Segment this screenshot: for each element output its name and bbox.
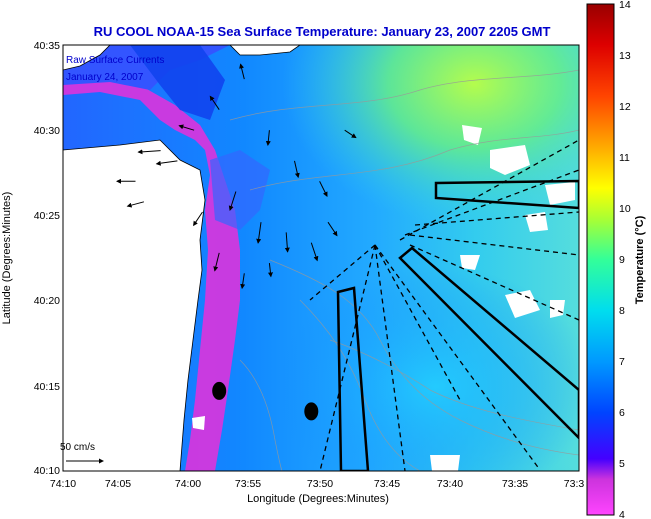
colorbar-tick-label: 8 [619,305,625,317]
colorbar-tick-label: 6 [619,407,625,419]
colorbar-tick-label: 4 [619,509,625,519]
current-arrow-11 [284,232,290,253]
station-marker-0 [212,381,227,400]
land-staten-island [63,45,111,71]
x-tick-label: 74:10 [50,478,76,490]
bathymetry-contours [229,69,579,471]
current-arrow-15 [240,273,246,290]
y-tick-label: 40:20 [34,295,60,307]
colorbar-tick-label: 13 [619,50,631,62]
current-arrow-12 [310,242,319,262]
current-vector-field [116,63,357,290]
colorbar-tick-label: 5 [619,458,625,470]
mid-shelf-region [260,230,579,471]
current-arrow-17 [193,211,203,227]
radial-lines [309,139,579,471]
current-arrow-1 [155,160,178,166]
land-new-jersey [63,139,206,471]
colorbar-tick-label: 9 [619,254,625,266]
box-cross-shelf [398,246,579,440]
y-tick-label: 40:30 [34,125,60,137]
current-arrow-16 [267,263,273,278]
overlay-label: Raw Surface Currents [66,55,164,66]
x-tick-label: 74:00 [175,478,201,490]
y-tick-label: 40:25 [34,210,60,222]
station-marker-1 [304,402,319,421]
box-near-shore-shelf [336,286,370,471]
current-arrow-19 [126,201,145,208]
station-markers [212,381,319,421]
y-tick-label: 40:35 [34,40,60,52]
plot-frame [62,44,580,472]
current-arrow-4 [239,63,245,80]
current-arrow-14 [213,252,220,272]
nearshore-cold-blue [210,150,270,230]
x-tick-label: 73:40 [437,478,463,490]
cloud-masks [192,125,575,471]
current-arrow-0 [137,149,161,155]
cold-harbor-plume [130,45,225,120]
x-axis: 74:10 74:05 74:00 73:55 73:50 73:45 73:4… [50,478,585,490]
y-axis-label: Latitude (Degrees:Minutes) [1,192,13,325]
colorbar-tick-label: 12 [619,101,631,113]
current-arrow-13 [327,221,338,237]
x-tick-label: 74:05 [105,478,131,490]
x-tick-label: 73:45 [374,478,400,490]
colorbar-label: Temperature (°C) [634,215,646,304]
y-tick-label: 40:15 [34,381,60,393]
current-arrow-3 [209,95,220,110]
x-tick-label: 73:55 [235,478,261,490]
scale-label: 50 cm/s [60,442,95,453]
chart-title: RU COOL NOAA-15 Sea Surface Temperature:… [94,24,551,39]
colorbar-ticks: 14 13 12 11 10 9 8 7 6 5 4 [619,0,631,519]
x-tick-label: 73:50 [307,478,333,490]
current-arrow-6 [294,160,300,179]
current-arrow-2 [178,124,195,131]
x-axis-label: Longitude (Degrees:Minutes) [247,493,389,505]
y-axis: 40:35 40:30 40:25 40:20 40:15 40:10 [34,40,60,477]
x-tick-label: 73:35 [502,478,528,490]
current-arrow-7 [319,181,328,197]
colorbar-tick-label: 11 [619,152,630,164]
x-tick-label: 73:3 [564,478,585,490]
colorbar-tick-label: 10 [619,203,631,215]
colorbar-tick-label: 14 [619,0,631,11]
box-outer [434,179,579,210]
y-tick-label: 40:10 [34,465,60,477]
plot-area [63,45,579,471]
land-long-island [229,45,301,56]
overlay-date: January 24, 2007 [66,72,144,83]
current-arrow-10 [256,222,262,244]
current-arrow-5 [265,130,271,146]
current-arrow-9 [228,191,237,211]
colorbar [586,3,615,516]
current-arrow-8 [344,129,357,139]
sampling-boxes [336,179,579,471]
colorbar-tick-label: 7 [619,356,625,368]
